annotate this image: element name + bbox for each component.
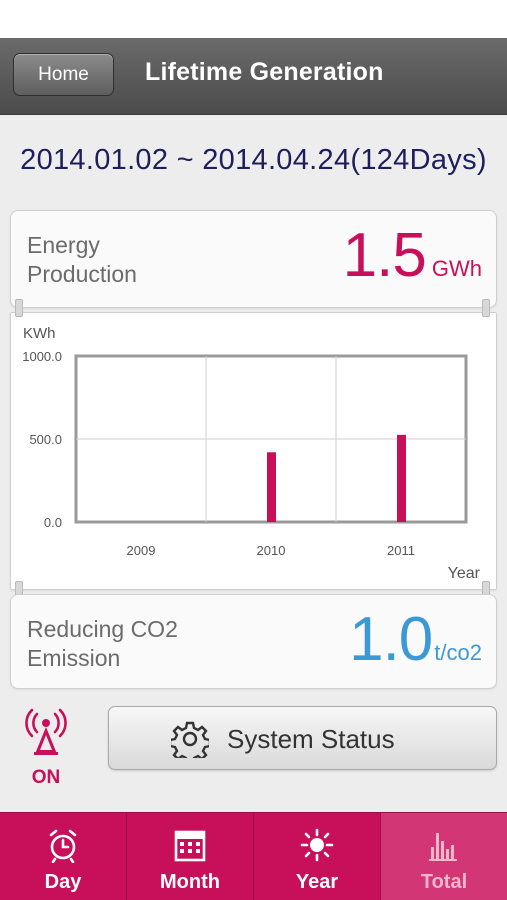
co2-label-line1: Reducing CO2 bbox=[27, 616, 178, 642]
co2-label-line2: Emission bbox=[27, 645, 121, 671]
system-status-button[interactable]: System Status bbox=[108, 706, 497, 770]
bottom-tab-bar: Day Month Year bbox=[0, 812, 507, 900]
tab-year[interactable]: Year bbox=[254, 813, 381, 900]
tab-month-label: Month bbox=[160, 871, 220, 893]
chart-bar bbox=[267, 452, 276, 522]
card-pin bbox=[15, 299, 23, 317]
status-bar bbox=[0, 0, 507, 38]
status-area: ON System Status bbox=[0, 700, 507, 810]
co2-value-group: 1.0t/co2 bbox=[349, 605, 482, 675]
calendar-icon bbox=[174, 830, 206, 862]
y-tick-labels: 1000.0 500.0 0.0 bbox=[22, 349, 62, 530]
co2-value: 1.0 bbox=[349, 605, 433, 674]
card-pin bbox=[482, 299, 490, 317]
energy-production-value: 1.5 GWh bbox=[343, 221, 482, 291]
energy-production-label: Energy Production bbox=[27, 231, 197, 289]
alarm-clock-icon bbox=[49, 829, 77, 863]
tab-total[interactable]: Total bbox=[381, 813, 507, 900]
sun-icon bbox=[300, 828, 334, 862]
chart-bars bbox=[267, 434, 406, 522]
gear-icon bbox=[171, 721, 209, 758]
energy-unit: GWh bbox=[431, 256, 482, 281]
x-axis-label: Year bbox=[448, 565, 481, 582]
energy-production-card: Energy Production 1.5 GWh bbox=[10, 210, 497, 308]
bar-chart-icon bbox=[429, 833, 457, 861]
x-tick-label: 2010 bbox=[257, 543, 286, 558]
y-tick-label: 500.0 bbox=[29, 432, 62, 447]
page-title: Lifetime Generation bbox=[145, 58, 384, 86]
co2-reduction-card: Reducing CO2 Emission 1.0t/co2 bbox=[10, 594, 497, 689]
co2-label: Reducing CO2 Emission bbox=[27, 615, 197, 673]
tab-month[interactable]: Month bbox=[127, 813, 254, 900]
energy-value: 1.5 bbox=[342, 221, 427, 290]
lifetime-bar-chart: KWh 1000.0 500.0 0.0 2009 2010 2011 Year bbox=[22, 325, 481, 582]
app-header: Home Lifetime Generation bbox=[0, 38, 507, 115]
tab-day-label: Day bbox=[44, 871, 82, 893]
system-status-label: System Status bbox=[227, 724, 395, 754]
home-button[interactable]: Home bbox=[13, 53, 114, 96]
tab-year-label: Year bbox=[295, 871, 339, 893]
date-range: 2014.01.02 ~ 2014.04.24(124Days) bbox=[20, 144, 487, 176]
y-tick-label: 1000.0 bbox=[22, 349, 62, 364]
signal-tower-icon bbox=[24, 706, 68, 758]
y-axis-label: KWh bbox=[23, 325, 56, 342]
tab-day[interactable]: Day bbox=[0, 813, 127, 900]
tab-total-label: Total bbox=[420, 871, 468, 893]
energy-label-line2: Production bbox=[27, 261, 137, 287]
x-tick-label: 2009 bbox=[127, 543, 156, 558]
y-tick-label: 0.0 bbox=[44, 515, 62, 530]
x-tick-labels: 2009 2010 2011 bbox=[127, 543, 415, 558]
chart-bar bbox=[397, 434, 406, 522]
energy-label-line1: Energy bbox=[27, 232, 100, 258]
x-tick-label: 2011 bbox=[387, 543, 415, 558]
co2-unit: t/co2 bbox=[434, 640, 482, 665]
connection-status-label: ON bbox=[31, 767, 61, 788]
